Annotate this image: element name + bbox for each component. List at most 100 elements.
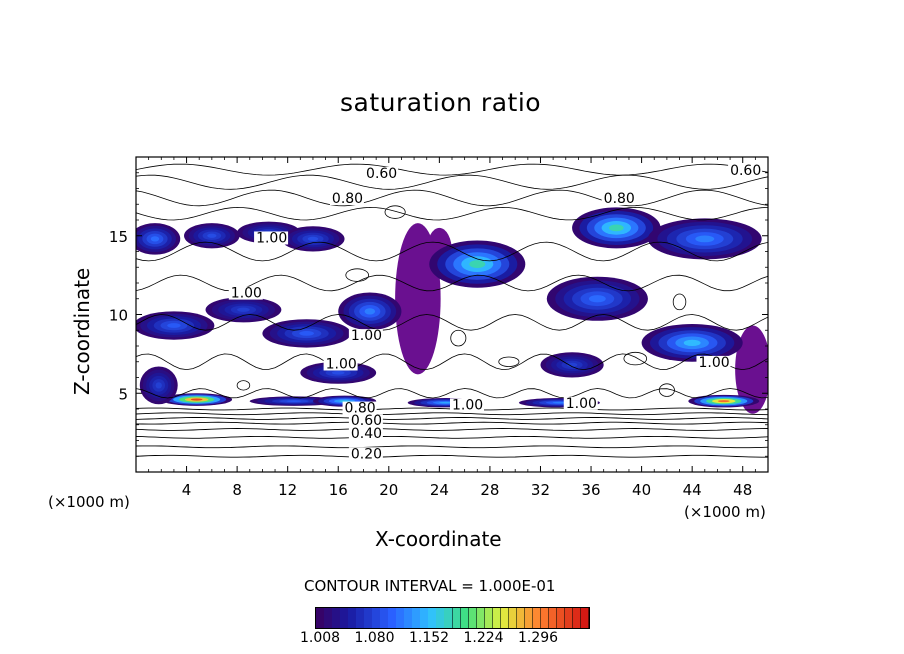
colorbar-segment bbox=[524, 608, 534, 628]
colorbar bbox=[315, 607, 590, 629]
upper-contour-line bbox=[136, 174, 768, 190]
contour-label-bg bbox=[348, 414, 383, 428]
colorbar-segment bbox=[460, 608, 470, 628]
contour-line-0.60 bbox=[136, 421, 768, 425]
contour-label: 0.60 bbox=[730, 163, 761, 179]
colorbar-segment bbox=[564, 608, 574, 628]
colorbar-segment bbox=[516, 608, 526, 628]
colorbar-segment bbox=[468, 608, 478, 628]
x-tick-label: 20 bbox=[379, 481, 398, 499]
colorbar-segment bbox=[492, 608, 502, 628]
x-tick-label: 32 bbox=[531, 481, 550, 499]
supersaturation-blob bbox=[717, 400, 730, 403]
contour-label-bg bbox=[696, 355, 731, 369]
colorbar-segment bbox=[500, 608, 510, 628]
chart-title: saturation ratio bbox=[340, 88, 542, 117]
contour-label-bg bbox=[450, 398, 484, 412]
contour-interval-text: CONTOUR INTERVAL = 1.000E-01 bbox=[304, 577, 556, 595]
colorbar-segment bbox=[388, 608, 397, 628]
contour-label: 0.20 bbox=[351, 446, 382, 462]
supersaturation-blob bbox=[286, 400, 302, 402]
x-tick-label: 28 bbox=[480, 481, 499, 499]
closed-contour bbox=[623, 351, 648, 366]
closed-contour bbox=[672, 293, 687, 311]
upper-contour-line bbox=[136, 206, 768, 221]
contour-label: 0.80 bbox=[345, 401, 376, 417]
contour-label-bg bbox=[254, 231, 289, 245]
contour-line-0.20 bbox=[136, 454, 768, 458]
supersaturation-blob bbox=[683, 339, 701, 346]
x-tick-label: 8 bbox=[232, 481, 242, 499]
x-tick-label: 40 bbox=[632, 481, 651, 499]
contour-label: 0.40 bbox=[351, 426, 382, 442]
colorbar-tick-label: 1.296 bbox=[518, 630, 559, 646]
closed-contour bbox=[498, 356, 520, 367]
contour-label: 1.00 bbox=[256, 230, 287, 246]
contour-line-0.80 bbox=[136, 412, 768, 416]
colorbar-segment bbox=[444, 608, 453, 628]
colorbar-segment bbox=[412, 608, 421, 628]
contour-line-0.30 bbox=[136, 445, 768, 449]
supersaturation-blob bbox=[469, 260, 486, 269]
x-tick-label: 16 bbox=[329, 481, 348, 499]
x-tick-label: 44 bbox=[683, 481, 702, 499]
supersaturation-blob bbox=[167, 323, 181, 328]
x-tick-label: 48 bbox=[733, 481, 752, 499]
closed-contour bbox=[450, 329, 467, 347]
colorbar-segment bbox=[420, 608, 429, 628]
contour-label: 1.00 bbox=[231, 286, 262, 302]
colorbar-tick-label: 1.008 bbox=[300, 630, 341, 646]
x-unit-right: (×1000 m) bbox=[684, 503, 766, 521]
contour-label-bg bbox=[329, 192, 364, 206]
colorbar-tick-label: 1.080 bbox=[354, 630, 395, 646]
x-unit-left: (×1000 m) bbox=[48, 493, 130, 511]
colorbar-segment bbox=[348, 608, 357, 628]
colorbar-segment bbox=[428, 608, 437, 628]
colorbar-segment bbox=[316, 608, 325, 628]
contour-label: 0.80 bbox=[332, 191, 363, 207]
colorbar-tick-label: 1.224 bbox=[463, 630, 504, 646]
colorbar-segment bbox=[396, 608, 405, 628]
closed-contour bbox=[658, 383, 675, 397]
contour-label-bg bbox=[228, 286, 263, 300]
closed-contour bbox=[236, 380, 251, 391]
contour-label: 1.00 bbox=[351, 328, 382, 344]
colorbar-segment bbox=[452, 608, 462, 628]
supersaturation-blob bbox=[237, 307, 250, 312]
colorbar-segment bbox=[476, 608, 486, 628]
colorbar-segment bbox=[532, 608, 542, 628]
colorbar-segment bbox=[380, 608, 389, 628]
x-axis-label: X-coordinate bbox=[375, 527, 502, 551]
contour-label-bg bbox=[563, 396, 598, 410]
contour-line-0.40 bbox=[136, 435, 768, 439]
x-tick-label: 24 bbox=[430, 481, 449, 499]
colorbar-segment bbox=[436, 608, 445, 628]
supersaturation-blob bbox=[608, 224, 624, 232]
upper-contour-line bbox=[136, 189, 768, 207]
colorbar-segment bbox=[580, 608, 590, 628]
colorbar-segment bbox=[508, 608, 518, 628]
y-tick-label: 10 bbox=[109, 307, 128, 325]
colorbar-segment bbox=[356, 608, 365, 628]
y-axis-ticks: 5 10 15 bbox=[109, 172, 768, 457]
y-tick-label: 15 bbox=[109, 228, 128, 246]
colorbar-segment bbox=[540, 608, 550, 628]
contour-label-bg bbox=[728, 163, 763, 177]
contour-label-bg bbox=[348, 426, 383, 440]
supersaturation-fills bbox=[136, 207, 768, 414]
supersaturation-blob bbox=[155, 382, 162, 389]
supersaturation-blob bbox=[588, 295, 606, 303]
contour-line-0.50 bbox=[136, 428, 768, 431]
upper-contour-line bbox=[136, 353, 768, 371]
colorbar-segment bbox=[364, 608, 373, 628]
upper-contour-line bbox=[136, 241, 768, 262]
contour-label: 1.00 bbox=[566, 396, 597, 412]
colorbar-segment bbox=[340, 608, 349, 628]
upper-contour-line bbox=[136, 163, 768, 176]
supersaturation-blob bbox=[299, 331, 315, 336]
contour-label-bg bbox=[348, 329, 383, 343]
colorbar-segment bbox=[372, 608, 381, 628]
contour-label: 1.00 bbox=[452, 397, 483, 413]
closed-contour bbox=[345, 268, 369, 282]
